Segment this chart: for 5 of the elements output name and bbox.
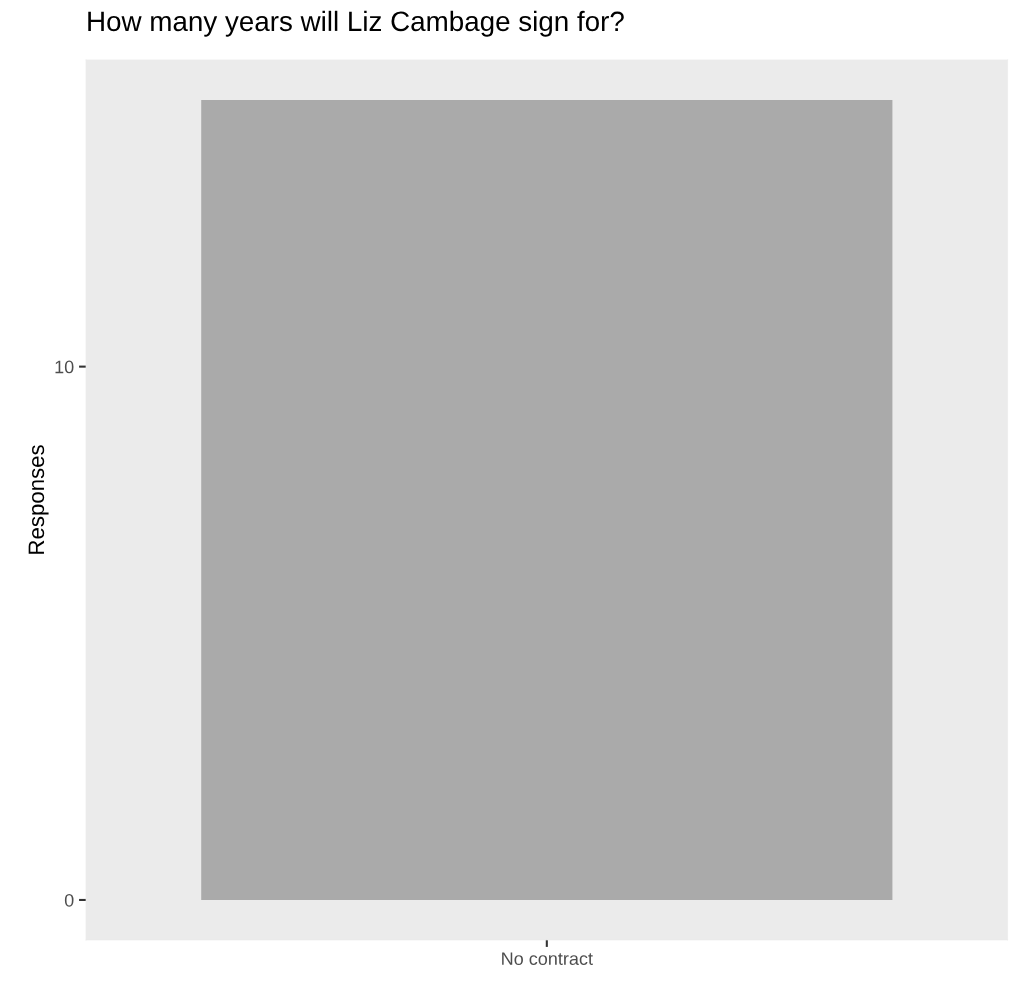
chart-title: How many years will Liz Cambage sign for?	[88, 10, 624, 37]
y-tick-label: 0	[64, 893, 74, 907]
y-axis-title: Responses	[28, 445, 49, 554]
x-tick-label: No contract	[502, 952, 593, 966]
y-tick-label: 10	[55, 360, 74, 374]
